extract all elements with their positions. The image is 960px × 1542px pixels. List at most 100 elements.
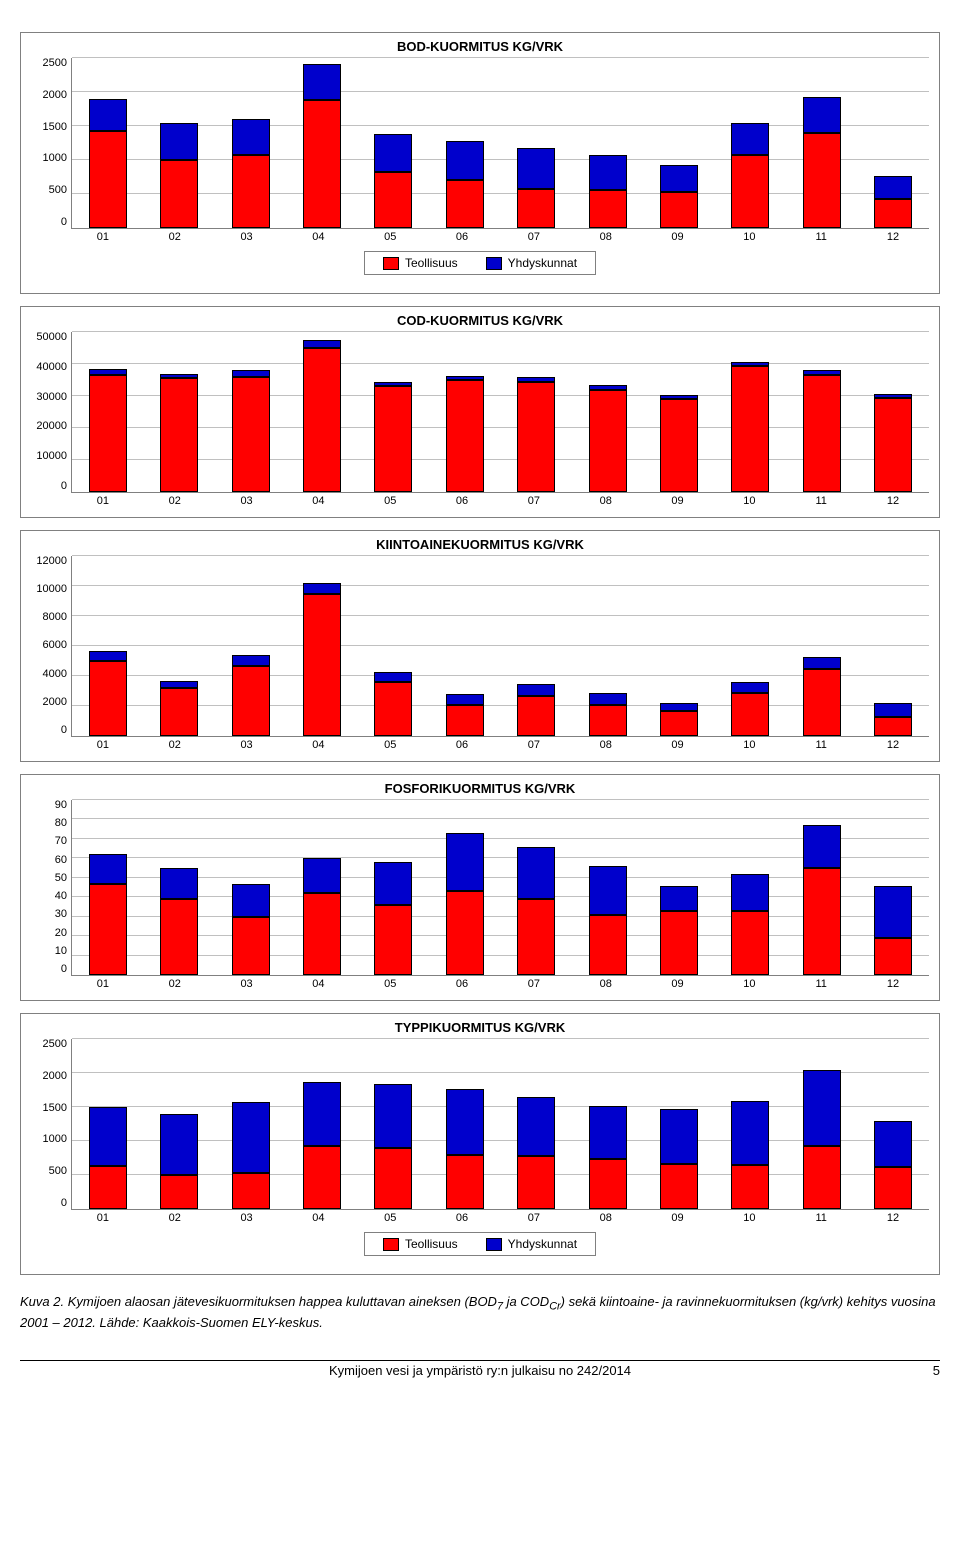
x-tick-label: 12 <box>874 495 912 507</box>
y-tick-label: 500 <box>31 185 67 196</box>
x-tick-label: 08 <box>587 495 625 507</box>
bar-segment-teollisuus <box>731 693 769 737</box>
y-tick-label: 40 <box>31 891 67 902</box>
bar-segment-teollisuus <box>803 669 841 737</box>
bar-segment-teollisuus <box>803 1146 841 1209</box>
x-tick-label: 11 <box>802 495 840 507</box>
legend-swatch <box>486 1238 502 1251</box>
page-number: 5 <box>933 1363 940 1378</box>
bar <box>89 369 127 492</box>
x-tick-label: 02 <box>156 978 194 990</box>
bar-segment-yhdyskunnat <box>89 1107 127 1166</box>
y-tick-label: 2500 <box>31 1039 67 1050</box>
bar <box>374 672 412 737</box>
bar-segment-yhdyskunnat <box>803 1070 841 1146</box>
y-tick-label: 6000 <box>31 640 67 651</box>
y-tick-label: 40000 <box>31 362 67 373</box>
x-tick-label: 03 <box>228 1212 266 1224</box>
y-tick-label: 60 <box>31 855 67 866</box>
bar <box>874 1121 912 1209</box>
bar-segment-yhdyskunnat <box>374 862 412 905</box>
typ-chart: TYPPIKUORMITUS KG/VRK0500100015002000250… <box>20 1013 940 1275</box>
x-tick-label: 10 <box>730 739 768 751</box>
x-tick-label: 01 <box>84 739 122 751</box>
x-tick-label: 09 <box>659 1212 697 1224</box>
x-tick-label: 07 <box>515 231 553 243</box>
x-tick-label: 05 <box>371 739 409 751</box>
legend-swatch <box>383 257 399 270</box>
legend-item-teollisuus: Teollisuus <box>383 1237 458 1251</box>
bar <box>517 847 555 975</box>
bar-segment-teollisuus <box>374 172 412 228</box>
bar-segment-teollisuus <box>803 133 841 228</box>
bar-segment-teollisuus <box>303 893 341 975</box>
bar-segment-teollisuus <box>303 348 341 492</box>
bar <box>517 1097 555 1209</box>
footer-text: Kymijoen vesi ja ympäristö ry:n julkaisu… <box>329 1363 631 1378</box>
bar-segment-yhdyskunnat <box>517 684 555 696</box>
x-tick-label: 06 <box>443 231 481 243</box>
bar-segment-yhdyskunnat <box>589 1106 627 1159</box>
bar-segment-teollisuus <box>160 378 198 492</box>
bar-segment-yhdyskunnat <box>232 884 270 917</box>
bar <box>446 833 484 975</box>
bar-segment-teollisuus <box>874 199 912 228</box>
bar-segment-yhdyskunnat <box>731 874 769 911</box>
bar <box>731 1101 769 1209</box>
bar <box>89 99 127 228</box>
bar-segment-yhdyskunnat <box>874 886 912 939</box>
bar-segment-yhdyskunnat <box>89 651 127 662</box>
bar-segment-teollisuus <box>374 905 412 975</box>
bar-segment-teollisuus <box>160 688 198 736</box>
legend-label: Yhdyskunnat <box>508 1237 577 1251</box>
y-tick-label: 0 <box>31 481 67 492</box>
bar <box>232 370 270 492</box>
x-tick-label: 03 <box>228 978 266 990</box>
bar-segment-teollisuus <box>303 594 341 737</box>
bar-segment-yhdyskunnat <box>374 672 412 683</box>
bar-segment-yhdyskunnat <box>446 833 484 891</box>
y-tick-label: 80 <box>31 818 67 829</box>
bar <box>874 394 912 492</box>
x-tick-label: 12 <box>874 231 912 243</box>
bar <box>160 1114 198 1209</box>
bar <box>232 884 270 975</box>
bar-segment-teollisuus <box>874 1167 912 1209</box>
x-tick-label: 05 <box>371 231 409 243</box>
x-tick-label: 12 <box>874 978 912 990</box>
bar-segment-yhdyskunnat <box>303 858 341 893</box>
chart-title: BOD-KUORMITUS KG/VRK <box>31 39 929 54</box>
bod-chart: BOD-KUORMITUS KG/VRK05001000150020002500… <box>20 32 940 294</box>
bar <box>874 703 912 736</box>
y-tick-label: 8000 <box>31 612 67 623</box>
x-tick-label: 12 <box>874 739 912 751</box>
bar-segment-yhdyskunnat <box>303 340 341 348</box>
bar-segment-teollisuus <box>160 1175 198 1209</box>
x-tick-label: 05 <box>371 495 409 507</box>
y-tick-label: 20 <box>31 928 67 939</box>
bar <box>803 370 841 492</box>
bar <box>589 866 627 975</box>
bar <box>232 1102 270 1209</box>
bar <box>446 1089 484 1209</box>
legend-label: Teollisuus <box>405 1237 458 1251</box>
bar-segment-teollisuus <box>232 1173 270 1209</box>
legend: Teollisuus Yhdyskunnat <box>364 1232 596 1256</box>
bar-segment-yhdyskunnat <box>589 693 627 705</box>
bar <box>803 825 841 975</box>
bar-segment-teollisuus <box>89 131 127 228</box>
bar-segment-teollisuus <box>589 190 627 228</box>
bar-segment-yhdyskunnat <box>232 119 270 154</box>
bar-segment-teollisuus <box>89 1166 127 1209</box>
bar-segment-teollisuus <box>446 1155 484 1209</box>
y-tick-label: 50 <box>31 873 67 884</box>
y-tick-label: 4000 <box>31 669 67 680</box>
cod-chart: COD-KUORMITUS KG/VRK01000020000300004000… <box>20 306 940 518</box>
bar-segment-teollisuus <box>589 915 627 975</box>
bar <box>89 854 127 975</box>
y-tick-label: 20000 <box>31 421 67 432</box>
bar <box>517 684 555 737</box>
x-tick-label: 07 <box>515 495 553 507</box>
bar-segment-teollisuus <box>446 705 484 737</box>
bar-segment-yhdyskunnat <box>517 847 555 900</box>
